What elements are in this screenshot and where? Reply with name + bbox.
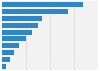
Bar — [2, 23, 38, 28]
Bar — [2, 36, 26, 41]
Bar — [2, 9, 68, 14]
Bar — [2, 30, 32, 35]
Bar — [2, 16, 41, 21]
Bar — [2, 43, 19, 48]
Bar — [2, 64, 6, 69]
Bar — [2, 50, 14, 55]
Bar — [2, 2, 83, 7]
Bar — [2, 57, 10, 62]
